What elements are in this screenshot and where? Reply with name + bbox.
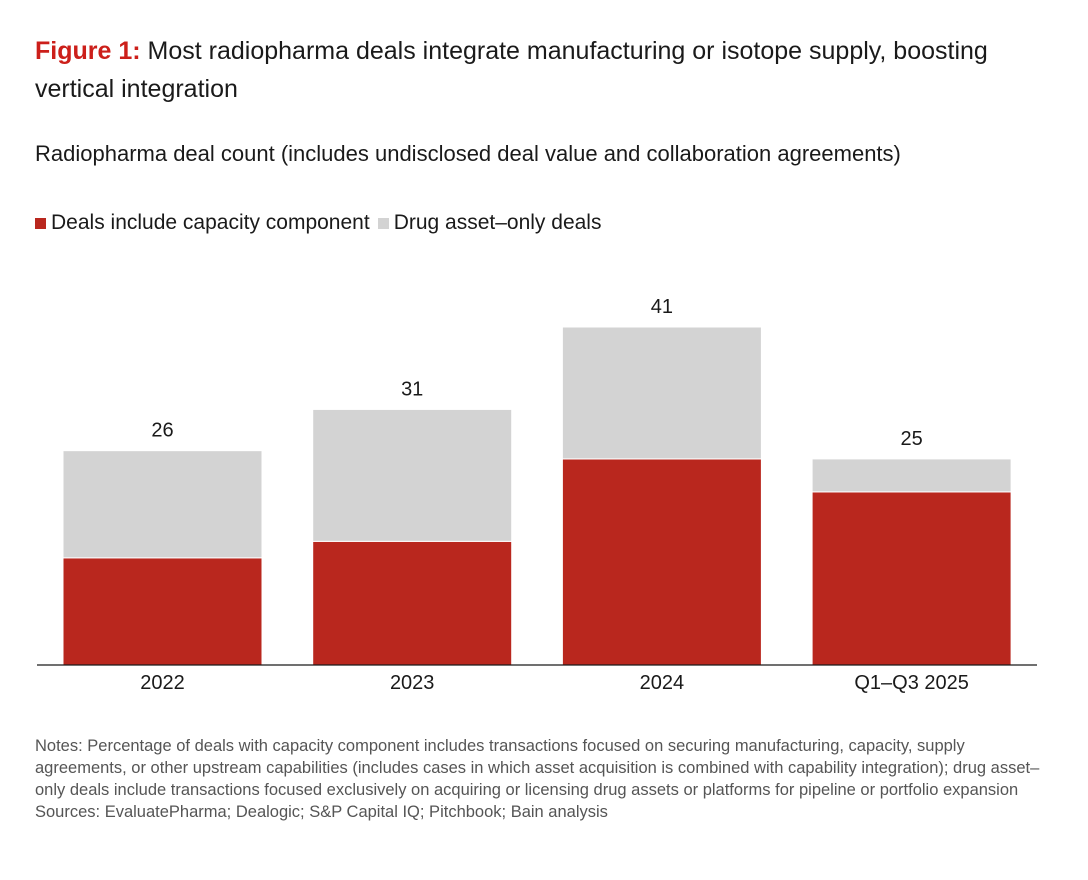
figure-title: Figure 1: Most radiopharma deals integra… (35, 32, 1045, 108)
bar-drug-only (811, 458, 1012, 493)
notes: Notes: Percentage of deals with capacity… (35, 735, 1055, 823)
total-label: 41 (651, 296, 673, 318)
legend-label: Drug asset–only deals (393, 211, 602, 234)
legend-item-drug-only: Drug asset–only deals (377, 211, 602, 235)
total-label: 31 (401, 378, 423, 400)
total-label: 25 (900, 428, 922, 450)
bar-drug-only (312, 408, 513, 542)
chart-title: Radiopharma deal count (includes undiscl… (35, 141, 901, 166)
x-tick-label: 2023 (390, 672, 435, 694)
legend-label: Deals include capacity component (51, 211, 370, 234)
bar-chart: 26 2022 31 2023 41 2024 25 Q1–Q3 2025 (37, 296, 1037, 694)
bar-capacity (811, 491, 1012, 666)
figure-number: Figure 1: (35, 37, 141, 65)
legend-swatch-drug-only (377, 217, 389, 229)
bar-drug-only (561, 326, 762, 460)
x-tick-label: 2022 (140, 672, 185, 694)
total-label: 26 (151, 420, 173, 442)
bar-capacity (561, 458, 762, 666)
bar-drug-only (62, 450, 263, 559)
notes-text: Notes: Percentage of deals with capacity… (35, 737, 1040, 799)
sources-text: Sources: EvaluatePharma; Dealogic; S&P C… (35, 803, 608, 821)
bar-capacity (312, 540, 513, 666)
legend-item-capacity: Deals include capacity component (35, 211, 370, 235)
x-tick-label: 2024 (640, 672, 685, 694)
legend-swatch-capacity (35, 217, 46, 229)
x-tick-label: Q1–Q3 2025 (854, 672, 969, 694)
figure-title-text: Most radiopharma deals integrate manufac… (35, 37, 988, 103)
bar-capacity (62, 557, 263, 666)
legend: Deals include capacity component Drug as… (35, 211, 609, 235)
